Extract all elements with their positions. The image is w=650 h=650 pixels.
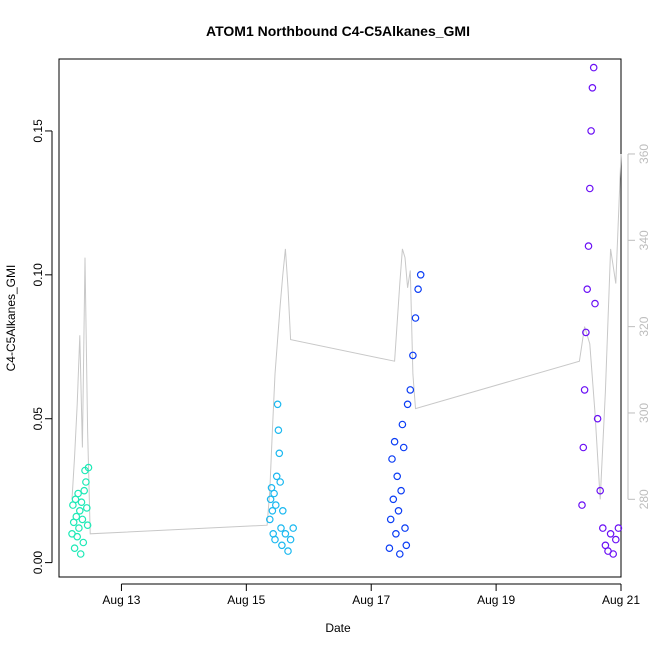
y-axis-label: C4-C5Alkanes_GMI (4, 265, 18, 372)
data-point (394, 506, 403, 515)
data-point (278, 541, 286, 550)
data-point (598, 524, 607, 532)
data-point (579, 443, 588, 452)
data-point (77, 498, 86, 507)
data-point (274, 426, 283, 435)
data-point (398, 420, 407, 429)
data-point (265, 515, 274, 524)
data-point (392, 529, 400, 538)
y-tick-label: 0.15 (31, 119, 45, 143)
plot-frame (58, 58, 622, 578)
data-point (284, 547, 292, 555)
secondary-series (71, 153, 622, 535)
data-point (588, 84, 597, 92)
data-point (74, 489, 82, 498)
data-point (286, 535, 295, 544)
data-point (78, 515, 87, 524)
data-point (385, 544, 394, 553)
data-point (270, 489, 278, 498)
y-tick-label: 0.10 (31, 263, 45, 287)
data-point (271, 501, 280, 509)
data-point (83, 504, 91, 512)
data-point (84, 463, 93, 472)
x-tick-label: Aug 19 (477, 593, 515, 607)
data-point (411, 314, 420, 322)
data-point (580, 386, 589, 394)
data-point (609, 550, 618, 558)
x-tick-label: Aug 13 (102, 593, 140, 607)
data-point (397, 486, 405, 495)
data-point (83, 521, 92, 530)
y2-tick-label: 340 (637, 230, 650, 250)
data-point (589, 63, 598, 72)
secondary-series-line (71, 153, 622, 535)
data-point (278, 506, 287, 515)
data-point (275, 449, 284, 458)
y2-tick-label: 300 (637, 403, 650, 423)
data-point (406, 386, 415, 394)
data-point (401, 524, 409, 532)
y-tick-label: 0.00 (31, 551, 45, 575)
data-point (386, 515, 395, 524)
data-point (76, 550, 85, 558)
data-point (289, 524, 298, 532)
data-point (399, 443, 408, 452)
data-points (68, 63, 623, 558)
x-axis: Aug 13 Aug 15 Aug 17 Aug 19 Aug 21 (102, 583, 640, 607)
data-point (393, 472, 402, 481)
data-point (271, 535, 279, 544)
data-point (273, 400, 282, 409)
data-point (614, 524, 623, 532)
data-point (596, 486, 605, 495)
chart-title: ATOM1 Northbound C4-C5Alkanes_GMI (206, 23, 470, 39)
data-point (82, 478, 90, 486)
data-point (585, 184, 594, 193)
x-tick-label: Aug 17 (352, 593, 390, 607)
data-point (416, 270, 425, 279)
y-tick-label: 0.05 (31, 407, 45, 431)
data-point (414, 285, 422, 294)
data-point (587, 127, 595, 135)
y-axis: 0.00 0.05 0.10 0.15 (31, 119, 53, 575)
x-tick-label: Aug 21 (602, 593, 640, 607)
data-point (79, 538, 88, 547)
data-point (395, 550, 404, 558)
data-point (388, 455, 396, 463)
data-point (281, 529, 290, 538)
data-point (611, 535, 620, 544)
data-point (75, 524, 83, 532)
data-point (390, 437, 399, 446)
y2-tick-label: 360 (637, 144, 650, 164)
data-point (73, 532, 82, 541)
y2-tick-label: 280 (637, 489, 650, 509)
data-point (70, 544, 79, 553)
data-point (272, 472, 281, 481)
y2-axis: 280 300 320 340 360 (627, 144, 650, 509)
data-point (389, 495, 398, 504)
data-point (80, 486, 89, 495)
data-point (578, 501, 586, 509)
data-point (584, 242, 593, 250)
data-point (402, 541, 411, 550)
x-tick-label: Aug 15 (227, 593, 265, 607)
data-point (409, 351, 417, 360)
data-point (268, 506, 277, 515)
data-point (403, 400, 412, 409)
data-point (593, 414, 602, 423)
data-point (76, 506, 84, 515)
data-point (277, 524, 285, 532)
data-point (583, 285, 592, 294)
y2-tick-label: 320 (637, 316, 650, 336)
data-point (591, 299, 599, 308)
data-point (266, 495, 275, 504)
data-point (582, 328, 590, 337)
data-point (276, 478, 285, 486)
data-point (72, 512, 81, 521)
x-axis-label: Date (325, 621, 351, 635)
data-point (606, 529, 615, 538)
